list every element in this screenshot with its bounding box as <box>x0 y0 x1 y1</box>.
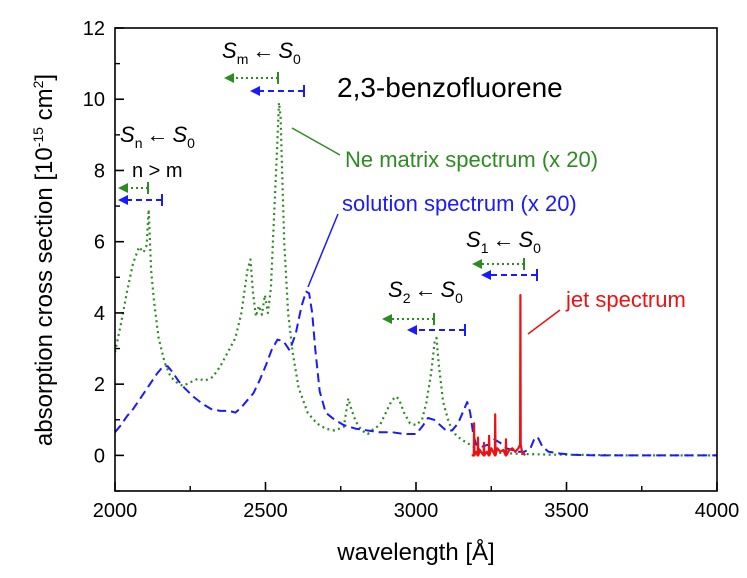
series-line-solution <box>115 290 717 457</box>
transition-label-s2-s0: S2 ← S0 <box>388 277 463 306</box>
y-tick-label: 12 <box>83 18 105 40</box>
range-arrow-s2-ne <box>382 313 435 325</box>
jet-series-label: jet spectrum <box>565 287 686 312</box>
svg-text:S2←S0: S2 ← S0 <box>388 277 463 306</box>
range-arrow-sn-ne <box>118 182 149 194</box>
y-axis-label-unit: cm <box>31 88 58 127</box>
y-axis-label-exp1: -15 <box>30 127 46 147</box>
solution-series-label: solution spectrum (x 20) <box>342 191 577 216</box>
y-axis-label-main: absorption cross section [10 <box>31 147 58 446</box>
condition-label: n > m <box>132 160 183 182</box>
range-arrow-sn-solution <box>118 194 163 206</box>
x-tick-label: 3000 <box>394 500 439 522</box>
svg-text:Sm←S0: Sm ← S0 <box>222 38 301 67</box>
y-tick-label: 8 <box>94 160 105 182</box>
range-arrow-s1-solution <box>481 269 538 281</box>
jet-label-leader <box>527 309 561 335</box>
x-tick-label: 3500 <box>544 500 589 522</box>
solution-label-leader <box>307 213 339 288</box>
series-line-jet <box>471 294 526 457</box>
x-tick-label: 4000 <box>695 500 740 522</box>
series-layer <box>115 101 717 457</box>
transition-label-s1-s0: S1 ← S0 <box>466 227 541 256</box>
y-tick-label: 10 <box>83 89 105 111</box>
x-axis-label: wavelength [Å] <box>336 538 494 566</box>
y-axis-label-exp2: 2 <box>30 80 46 88</box>
y-tick-label: 6 <box>94 232 105 254</box>
range-arrow-sm-ne <box>224 72 279 84</box>
y-tick-label: 4 <box>94 303 105 325</box>
y-axis-label-close: ] <box>31 74 58 81</box>
transition-label-sm-s0: Sm ← S0 <box>222 38 301 67</box>
y-axis-label: absorption cross section [10-15 cm2] <box>30 74 58 446</box>
svg-text:S1←S0: S1 ← S0 <box>466 227 541 256</box>
x-tick-label: 2500 <box>243 500 288 522</box>
range-arrow-s2-solution <box>407 324 466 336</box>
x-tick-label: 2000 <box>93 500 138 522</box>
ticks-layer: 2000 2500 3000 3500 4000 0 2 4 6 8 10 12 <box>83 18 740 522</box>
y-tick-label: 2 <box>94 374 105 396</box>
range-arrows <box>118 72 538 336</box>
ne-series-label: Ne matrix spectrum (x 20) <box>345 147 598 172</box>
y-tick-label: 0 <box>94 445 105 467</box>
svg-text:Sn←S0: Sn ← S0 <box>120 122 195 151</box>
range-arrow-s1-ne <box>472 258 525 270</box>
ne-label-leader <box>291 127 341 156</box>
range-arrow-sm-solution <box>250 85 305 97</box>
chart-title: 2,3-benzofluorene <box>337 72 563 103</box>
transition-label-sn-s0: Sn ← S0 n > m <box>120 122 195 182</box>
